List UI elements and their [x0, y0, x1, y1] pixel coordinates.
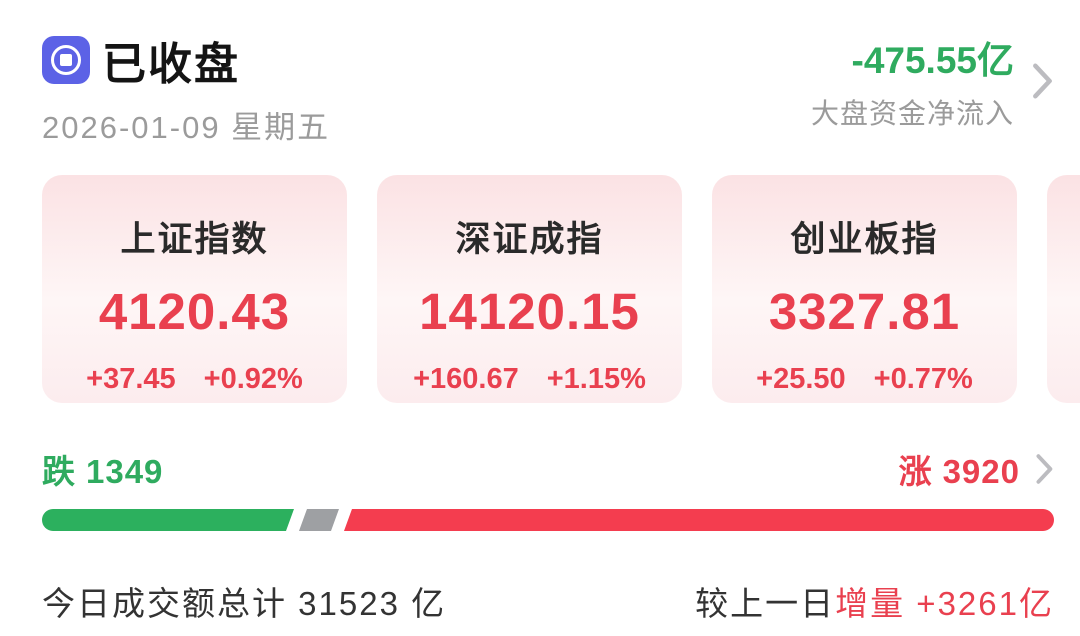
stop-record-icon	[42, 36, 90, 84]
index-card-chinext[interactable]: 创业板指 3327.81 +25.50 +0.77%	[712, 175, 1017, 403]
index-change: +25.50	[756, 363, 846, 395]
advance-decline-bar	[42, 509, 1054, 531]
chevron-right-icon	[1030, 62, 1054, 100]
turnover-row: 今日成交额总计 31523 亿 较上一日增量 +3261亿	[42, 577, 1054, 625]
turnover-total: 今日成交额总计 31523 亿	[42, 585, 447, 622]
chevron-right-icon	[1034, 453, 1054, 485]
index-change: +160.67	[413, 363, 519, 395]
header: 已收盘 2026-01-09 星期五 -475.55亿 大盘资金净流入	[42, 28, 1054, 147]
decliners-label: 跌	[42, 453, 76, 490]
trade-date: 2026-01-09 星期五	[42, 110, 331, 145]
net-flow-label: 大盘资金净流入	[810, 98, 1014, 129]
decliners-bar-segment	[42, 509, 294, 531]
index-value: 4120.43	[98, 283, 291, 340]
turnover-compare-highlight: 增量 +3261亿	[835, 585, 1054, 622]
advancers-bar-segment	[343, 509, 1054, 531]
index-name: 创业板指	[790, 220, 939, 259]
index-change-row: +25.50 +0.77%	[712, 363, 1017, 396]
index-cards: 上证指数 4120.43 +37.45 +0.92% 深证成指 14120.15…	[42, 175, 1080, 403]
turnover-compare-prefix: 较上一日	[695, 585, 836, 622]
advancers-number: 3920	[942, 453, 1020, 490]
index-change-pct: +0.92%	[203, 363, 303, 395]
index-value: 3327.81	[768, 283, 961, 340]
index-change-row: +160.67 +1.15%	[377, 363, 682, 396]
unchanged-bar-segment	[299, 509, 339, 531]
market-breadth: 跌 1349 涨 3920	[42, 445, 1054, 531]
advancers-label: 涨	[898, 453, 933, 490]
index-name: 上证指数	[120, 220, 269, 259]
index-card-shanghai[interactable]: 上证指数 4120.43 +37.45 +0.92%	[42, 175, 347, 403]
index-change: +37.45	[86, 363, 176, 395]
index-card-shenzhen[interactable]: 深证成指 14120.15 +160.67 +1.15%	[377, 175, 682, 403]
index-change-row: +37.45 +0.92%	[42, 363, 347, 396]
page-title: 已收盘	[102, 40, 240, 89]
stop-record-icon-ring	[51, 45, 81, 75]
advancers-count: 涨 3920	[899, 445, 1020, 493]
index-value: 14120.15	[419, 283, 640, 340]
turnover-compare: 较上一日增量 +3261亿	[695, 577, 1054, 625]
index-card-partial[interactable]	[1047, 175, 1080, 403]
net-flow-link[interactable]: -475.55亿 大盘资金净流入	[811, 30, 1054, 132]
index-change-pct: +0.77%	[873, 363, 973, 395]
decliners-number: 1349	[86, 453, 164, 490]
header-left: 已收盘 2026-01-09 星期五	[42, 28, 330, 147]
stop-record-icon-square	[60, 54, 72, 66]
breadth-labels: 跌 1349 涨 3920	[42, 445, 1054, 493]
title-row: 已收盘	[42, 28, 330, 92]
index-name: 深证成指	[455, 220, 604, 259]
decliners-count: 跌 1349	[42, 445, 163, 493]
net-flow-value: -475.55亿	[851, 40, 1015, 81]
advancers-link[interactable]: 涨 3920	[899, 445, 1054, 493]
net-flow-texts: -475.55亿 大盘资金净流入	[811, 30, 1014, 132]
index-change-pct: +1.15%	[546, 363, 646, 395]
